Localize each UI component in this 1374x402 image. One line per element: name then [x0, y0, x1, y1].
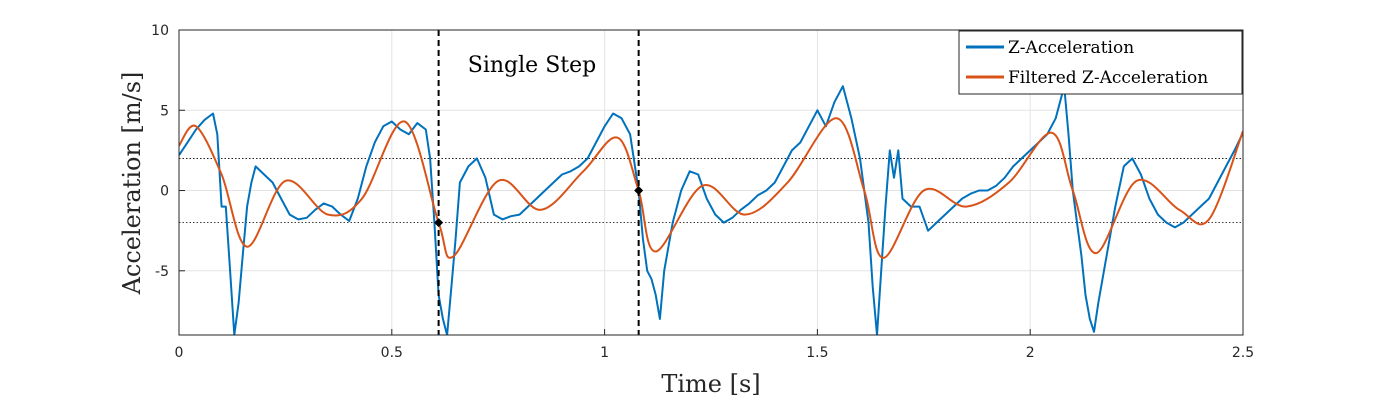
plot-frame — [178, 29, 1244, 336]
tick-layer: 0 0.5 1 1.5 2 2.5 -5 0 5 10 — [151, 23, 1254, 361]
legend-box — [958, 30, 1243, 95]
step-boundaries — [437, 30, 640, 335]
step-markers — [434, 186, 644, 228]
y-tick-label: 0 — [160, 184, 169, 200]
x-tick-label: 2 — [1026, 345, 1035, 361]
y-axis-title: Acceleration [m/s] — [118, 72, 146, 296]
annotation-single-step: Single Step — [468, 53, 596, 78]
step-marker — [434, 218, 444, 228]
series-line-filtered-z-acceleration — [179, 117, 1243, 259]
legend-label-filtered: Filtered Z-Acceleration — [1008, 68, 1208, 88]
x-tick-label: 1 — [600, 345, 609, 361]
step-marker — [634, 186, 644, 196]
y-tick-label: 5 — [160, 103, 169, 119]
x-tick-label: 2.5 — [1232, 345, 1254, 361]
y-tick-label: 10 — [151, 23, 169, 39]
series-line-z-acceleration — [179, 85, 1243, 335]
x-tick-label: 0 — [175, 345, 184, 361]
x-tick-label: 0.5 — [381, 345, 403, 361]
y-tick-label: -5 — [155, 264, 169, 280]
x-axis-title: Time [s] — [661, 370, 760, 398]
series-layer — [179, 85, 1243, 335]
legend: Z-Acceleration Filtered Z-Acceleration — [958, 30, 1243, 95]
reference-lines — [179, 158, 1243, 224]
legend-label-z-acceleration: Z-Acceleration — [1008, 38, 1134, 58]
x-tick-label: 1.5 — [806, 345, 828, 361]
